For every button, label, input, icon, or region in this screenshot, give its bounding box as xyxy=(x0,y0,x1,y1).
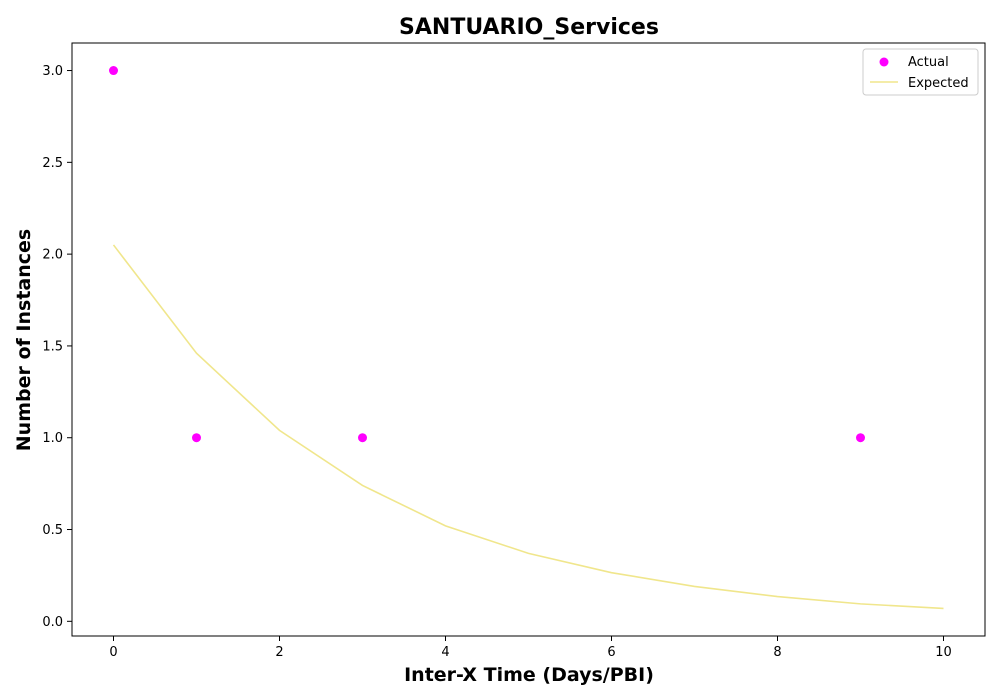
x-tick-label-0: 0 xyxy=(109,645,117,660)
y-axis-label: Number of Instances xyxy=(13,229,35,451)
x-tick-label-4: 8 xyxy=(773,645,781,660)
y-tick-label-4: 2.0 xyxy=(42,248,63,263)
series-actual-point-3 xyxy=(856,433,865,443)
series-actual-point-1 xyxy=(192,433,201,443)
y-tick-label-1: 0.5 xyxy=(42,523,63,538)
y-tick-label-0: 0.0 xyxy=(42,615,63,630)
x-tick-label-5: 10 xyxy=(935,645,952,660)
plot-frame xyxy=(71,42,986,637)
x-tick-label-3: 6 xyxy=(607,645,615,660)
x-tick-label-1: 2 xyxy=(275,645,283,660)
y-tick-label-3: 1.5 xyxy=(42,339,63,354)
x-axis-label: Inter-X Time (Days/PBI) xyxy=(404,664,654,686)
chart-title: SANTUARIO_Services xyxy=(399,15,659,40)
legend-actual-marker xyxy=(879,57,889,67)
legend-actual-label: Actual xyxy=(908,55,949,70)
y-tick-label-5: 2.5 xyxy=(42,156,63,171)
legend: Actual Expected xyxy=(862,48,979,96)
legend-expected-label: Expected xyxy=(908,76,969,91)
x-tick-label-2: 4 xyxy=(441,645,449,660)
series-layer xyxy=(109,66,944,610)
plot-area xyxy=(71,42,986,637)
legend-frame xyxy=(862,48,979,96)
series-expected-line xyxy=(112,244,944,610)
axis-ticks: 0 2 4 6 8 10 0.0 0.5 1.0 1.5 2.0 2.5 3.0 xyxy=(42,64,951,660)
series-actual-point-0 xyxy=(109,66,118,76)
series-actual-point-2 xyxy=(358,433,367,443)
y-tick-label-2: 1.0 xyxy=(42,431,63,446)
y-tick-label-6: 3.0 xyxy=(42,64,63,79)
